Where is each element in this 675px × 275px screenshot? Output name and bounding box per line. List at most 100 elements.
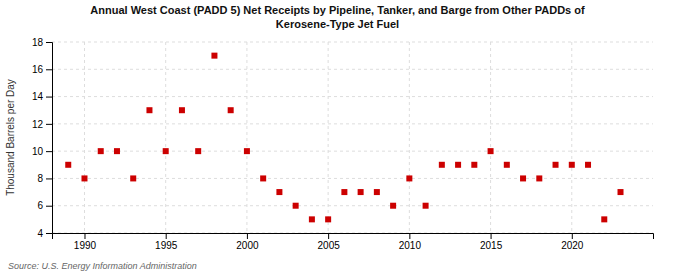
y-axis: 4 6 8 10 12 14 16 18 xyxy=(32,37,53,239)
point xyxy=(65,162,71,168)
x-grid-line xyxy=(246,42,247,233)
y-tick: 4 xyxy=(37,228,52,239)
x-tick: 2020 xyxy=(561,233,584,251)
y-grid-line xyxy=(52,205,653,206)
x-tick-mark xyxy=(572,233,573,239)
x-tick: 2010 xyxy=(399,233,422,251)
point xyxy=(163,148,169,154)
x-tick-mark xyxy=(84,233,85,239)
grid xyxy=(52,42,653,233)
plot-area: 1990 1995 2000 2005 2010 2015 2020 4 6 8 10 12 14 16 1… xyxy=(32,37,654,251)
y-tick-mark xyxy=(46,97,52,98)
x-tick: 2015 xyxy=(480,233,503,251)
point xyxy=(390,203,396,209)
x-tick: 1995 xyxy=(155,233,178,251)
point xyxy=(179,107,185,113)
y-tick-mark xyxy=(46,151,52,152)
x-tick-label: 2000 xyxy=(236,240,259,251)
x-tick-label: 2015 xyxy=(480,240,503,251)
chart-svg: 1990 1995 2000 2005 2010 2015 2020 4 6 8 10 12 14 16 1… xyxy=(0,0,675,275)
point xyxy=(569,162,575,168)
point xyxy=(358,189,364,195)
point xyxy=(260,175,266,181)
y-tick: 6 xyxy=(37,200,52,211)
y-tick-label: 12 xyxy=(32,119,44,130)
y-tick: 8 xyxy=(37,173,52,184)
x-grid-line xyxy=(84,42,85,233)
point xyxy=(114,148,120,154)
y-tick: 16 xyxy=(32,64,52,75)
point xyxy=(293,203,299,209)
point xyxy=(211,53,217,59)
point xyxy=(195,148,201,154)
point xyxy=(601,216,607,222)
y-tick-mark xyxy=(46,233,52,234)
point xyxy=(276,189,282,195)
x-tick: 2000 xyxy=(236,233,259,251)
chart-container: 1990 1995 2000 2005 2010 2015 2020 4 6 8 10 12 14 16 1… xyxy=(0,0,675,275)
x-grid-line xyxy=(409,42,410,233)
point xyxy=(228,107,234,113)
point xyxy=(585,162,591,168)
x-grid-line xyxy=(571,42,572,233)
x-tick-mark xyxy=(409,233,410,239)
x-tick-label: 1995 xyxy=(155,240,178,251)
point xyxy=(341,189,347,195)
point xyxy=(504,162,510,168)
point xyxy=(98,148,104,154)
point xyxy=(81,175,87,181)
point xyxy=(244,148,250,154)
y-tick-mark xyxy=(46,206,52,207)
y-grid-line xyxy=(52,123,653,124)
y-grid-line xyxy=(52,151,653,152)
point xyxy=(520,175,526,181)
y-tick-label: 14 xyxy=(32,91,44,102)
y-tick-label: 6 xyxy=(37,200,43,211)
points xyxy=(65,53,623,223)
y-tick-label: 18 xyxy=(32,37,44,48)
point xyxy=(146,107,152,113)
point xyxy=(553,162,559,168)
x-axis-line xyxy=(53,234,654,240)
y-tick: 12 xyxy=(32,119,52,130)
y-grid-line xyxy=(52,42,653,43)
y-axis-line xyxy=(46,43,53,234)
point xyxy=(130,175,136,181)
y-tick-label: 4 xyxy=(37,228,43,239)
y-tick: 14 xyxy=(32,91,52,102)
x-tick-label: 2020 xyxy=(561,240,584,251)
y-grid-line xyxy=(52,69,653,70)
source-note: Source: U.S. Energy Information Administ… xyxy=(8,261,197,271)
x-tick: 1990 xyxy=(74,233,97,251)
point xyxy=(406,175,412,181)
x-tick-mark xyxy=(166,233,167,239)
point xyxy=(618,189,624,195)
y-tick: 18 xyxy=(32,37,52,48)
point xyxy=(325,216,331,222)
x-grid-line xyxy=(490,42,491,233)
point xyxy=(488,148,494,154)
y-tick-mark xyxy=(46,178,52,179)
point xyxy=(439,162,445,168)
x-tick-mark xyxy=(491,233,492,239)
point xyxy=(374,189,380,195)
x-tick-label: 2005 xyxy=(318,240,341,251)
y-tick: 10 xyxy=(32,146,52,157)
x-grid-line xyxy=(165,42,166,233)
x-tick-mark xyxy=(247,233,248,239)
point xyxy=(309,216,315,222)
y-tick-label: 8 xyxy=(37,173,43,184)
x-tick-label: 1990 xyxy=(74,240,97,251)
point xyxy=(423,203,429,209)
point xyxy=(536,175,542,181)
y-tick-label: 16 xyxy=(32,64,44,75)
x-tick: 2005 xyxy=(318,233,341,251)
y-grid-line xyxy=(52,96,653,97)
y-tick-label: 10 xyxy=(32,146,44,157)
y-grid-line xyxy=(52,178,653,179)
y-axis-label: Thousand Barrels per Day xyxy=(5,79,16,196)
point xyxy=(471,162,477,168)
x-tick-mark xyxy=(328,233,329,239)
x-tick-label: 2010 xyxy=(399,240,422,251)
y-tick-mark xyxy=(46,69,52,70)
